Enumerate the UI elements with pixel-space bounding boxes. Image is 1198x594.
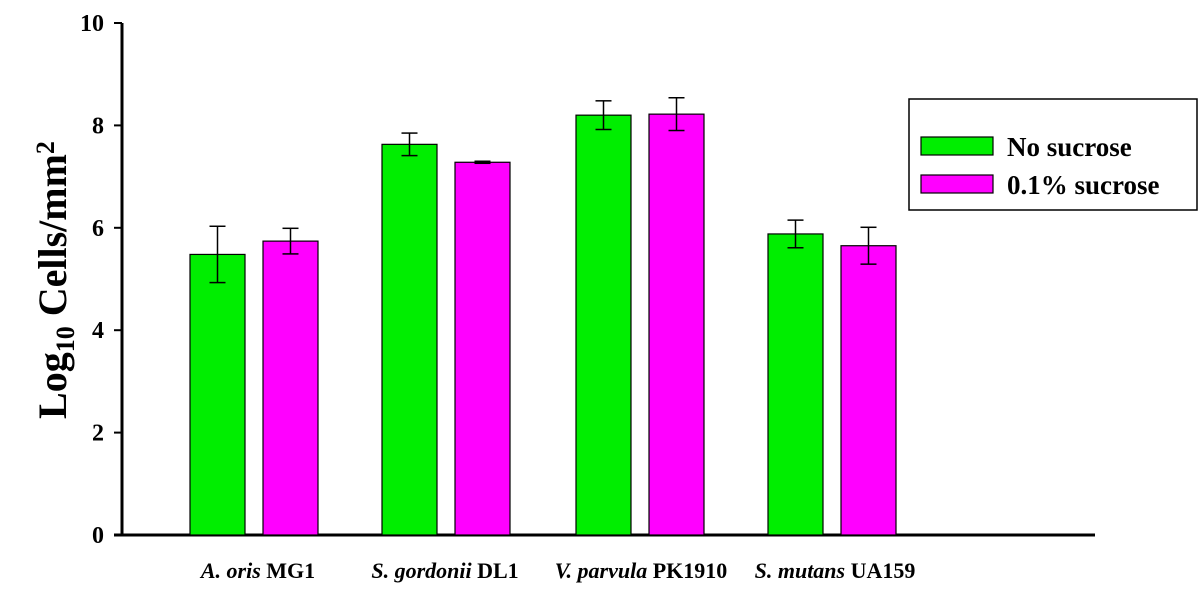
y-tick-label: 10 — [80, 11, 104, 37]
y-tick-label: 2 — [92, 421, 104, 447]
bars — [189, 113, 897, 536]
x-category-label-species: S. gordonii — [371, 558, 477, 583]
bar-sucrose-0 — [262, 240, 319, 536]
error-bars — [209, 97, 877, 284]
legend-label-0: No sucrose — [1007, 132, 1132, 162]
legend-swatch-1 — [920, 174, 994, 194]
y-axis-label: Log10 Cells/mm2 — [30, 141, 80, 419]
y-axis-title-superscript: 2 — [31, 141, 60, 154]
x-category-label-strain: UA159 — [851, 558, 916, 583]
y-ticks: 0 2 4 6 8 10 — [80, 11, 122, 549]
x-category-labels: A. oris MG1 S. gordonii DL1 V. parvula PK1… — [199, 558, 916, 583]
x-category-label-strain: MG1 — [266, 558, 315, 583]
bar-sucrose-2 — [648, 113, 705, 536]
x-category-label: S. mutans UA159 — [755, 558, 916, 583]
bar-no-sucrose-2 — [575, 114, 632, 536]
y-tick-label: 6 — [92, 216, 104, 242]
y-axis-title-main: Cells/mm — [30, 154, 75, 326]
legend: No sucrose 0.1% sucrose — [908, 98, 1198, 211]
y-tick-label: 4 — [92, 318, 104, 344]
y-axis-title-subscript: 10 — [51, 326, 80, 352]
x-category-label-species: V. parvula — [555, 558, 653, 583]
bar-no-sucrose-1 — [381, 143, 438, 536]
x-category-label-species: A. oris — [199, 558, 266, 583]
bar-sucrose-3 — [840, 245, 897, 536]
x-category-label: V. parvula PK1910 — [555, 558, 728, 583]
bar-sucrose-1 — [454, 161, 511, 536]
y-tick-label: 0 — [92, 523, 104, 549]
legend-label-1: 0.1% sucrose — [1007, 170, 1160, 200]
y-tick-label: 8 — [92, 113, 104, 139]
x-category-label-strain: PK1910 — [653, 558, 728, 583]
x-category-label: A. oris MG1 — [199, 558, 315, 583]
legend-swatch-0 — [920, 136, 994, 156]
bar-no-sucrose-0 — [189, 253, 246, 536]
y-axis-title-prefix: Log — [30, 352, 75, 419]
x-category-label-species: S. mutans — [755, 558, 851, 583]
bar-no-sucrose-3 — [767, 233, 824, 536]
y-axis-title: Log10 Cells/mm2 — [30, 141, 80, 419]
x-category-label-strain: DL1 — [477, 558, 519, 583]
x-category-label: S. gordonii DL1 — [371, 558, 518, 583]
